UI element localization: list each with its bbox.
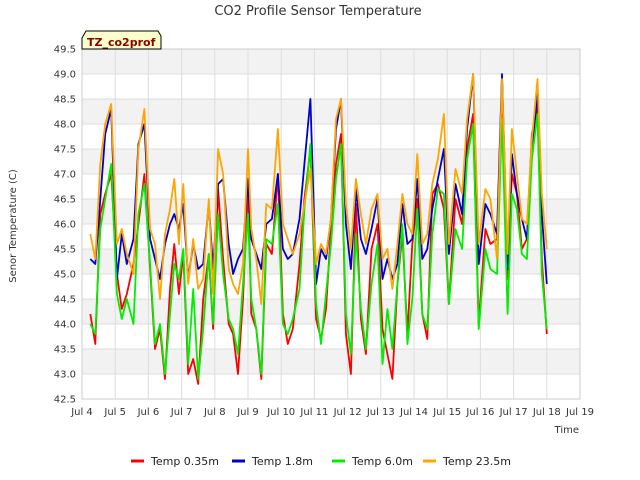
x-tick-label: Jul 4 (70, 407, 93, 418)
legend: Temp 0.35m Temp 1.8m Temp 6.0m Temp 23.5m (131, 455, 511, 468)
series-line-3 (89, 113, 548, 380)
x-tick-label: Jul 15 (432, 407, 461, 418)
y-tick-label: 45.5 (54, 245, 76, 256)
y-tick-label: 47.0 (54, 170, 76, 181)
y-tick-label: 49.5 (54, 45, 76, 56)
y-axis-label: Senor Temperature (C) (8, 169, 19, 283)
grid-band (82, 324, 580, 349)
x-tick-label: Jul 16 (465, 407, 494, 418)
badge: TZ_co2prof (81, 30, 162, 50)
x-tick-label: Jul 6 (137, 407, 160, 418)
y-axis-ticks: 42.5 43.0 43.5 44.0 44.5 45.0 45.5 46.0 46.5 47.0… (54, 45, 76, 406)
chart-title: CO2 Profile Sensor Temperature (214, 4, 421, 19)
badge-label: TZ_co2prof (87, 36, 156, 49)
y-tick-label: 43.5 (54, 345, 76, 356)
grid-band (82, 349, 580, 374)
y-tick-label: 44.0 (54, 320, 76, 331)
x-tick-label: Jul 5 (103, 407, 126, 418)
legend-label: Temp 6.0m (351, 455, 413, 468)
grid-band (82, 299, 580, 324)
series-line-1 (89, 108, 548, 385)
x-axis-ticks: Jul 4 Jul 5 Jul 6 Jul 7 Jul 8 Jul 9 Jul 10 Jul … (70, 407, 594, 418)
grid-band (82, 74, 580, 99)
legend-label: Temp 1.8m (251, 455, 313, 468)
x-tick-label: Jul 12 (333, 407, 362, 418)
series-lines (89, 73, 548, 385)
series-line-4 (89, 73, 548, 305)
y-tick-label: 48.5 (54, 95, 76, 106)
legend-label: Temp 0.35m (150, 455, 219, 468)
y-tick-label: 47.5 (54, 145, 76, 156)
x-tick-label: Jul 11 (299, 407, 328, 418)
grid-band (82, 99, 580, 124)
plot-frame (81, 48, 581, 400)
grid-band (82, 274, 580, 299)
y-tick-label: 48.0 (54, 120, 76, 131)
y-tick-label: 45.0 (54, 270, 76, 281)
y-tick-label: 46.0 (54, 220, 76, 231)
x-tick-label: Jul 9 (236, 407, 259, 418)
y-tick-label: 49.0 (54, 70, 76, 81)
grid-band (82, 149, 580, 174)
x-tick-label: Jul 19 (565, 407, 594, 418)
grid-band (82, 174, 580, 199)
x-tick-label: Jul 17 (499, 407, 528, 418)
x-axis-label: Time (554, 425, 579, 436)
y-tick-label: 46.5 (54, 195, 76, 206)
x-tick-label: Jul 10 (266, 407, 295, 418)
x-tick-label: Jul 7 (170, 407, 193, 418)
x-tick-label: Jul 8 (203, 407, 226, 418)
y-tick-label: 43.0 (54, 370, 76, 381)
x-tick-label: Jul 18 (532, 407, 561, 418)
x-tick-label: Jul 13 (366, 407, 395, 418)
y-tick-label: 42.5 (54, 395, 76, 406)
grid-band (82, 49, 580, 74)
y-tick-label: 44.5 (54, 295, 76, 306)
x-tick-label: Jul 14 (399, 407, 428, 418)
legend-label: Temp 23.5m (442, 455, 511, 468)
grid-band (82, 124, 580, 149)
grid-band (82, 374, 580, 399)
